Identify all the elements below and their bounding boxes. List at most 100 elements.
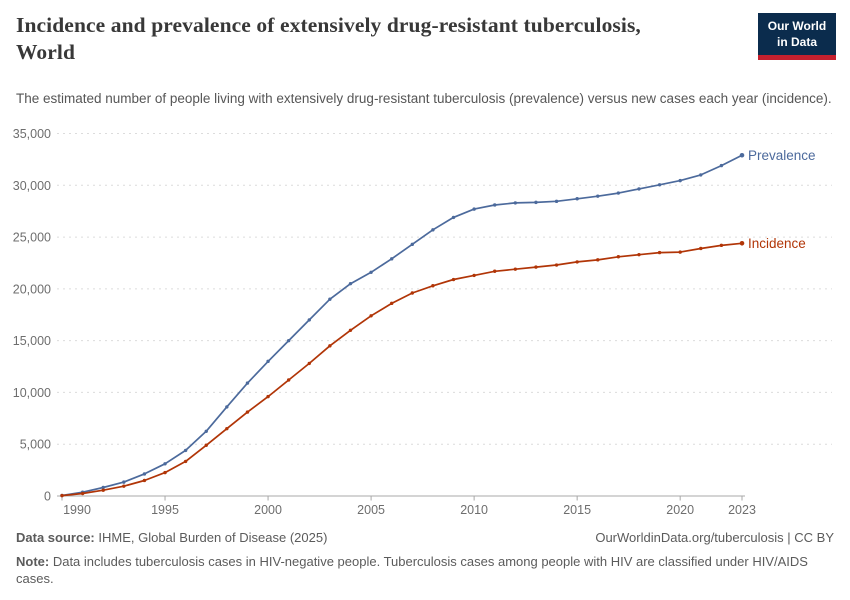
data-source-text: IHME, Global Burden of Disease (2025) (94, 530, 328, 545)
data-point (431, 228, 435, 232)
data-point (554, 199, 559, 204)
x-tick-label: 2023 (728, 503, 756, 517)
data-point (348, 328, 353, 332)
logo-line-2: in Data (776, 34, 817, 49)
data-point (328, 297, 332, 301)
owid-logo[interactable]: Our World in Data (758, 13, 836, 61)
data-point (699, 246, 703, 251)
data-point (616, 255, 621, 259)
series-label-prevalence: Prevalence (748, 148, 816, 163)
data-point (657, 250, 662, 255)
data-point (369, 314, 373, 318)
y-tick-label: 25,000 (13, 231, 51, 245)
y-tick-label: 10,000 (13, 386, 51, 400)
x-tick-label: 2020 (666, 503, 694, 517)
data-point (183, 459, 188, 464)
y-tick-label: 35,000 (13, 127, 51, 141)
data-point (101, 488, 105, 492)
data-source-label: Data source: (16, 530, 95, 545)
logo-line-1: Our World (767, 19, 827, 33)
data-point (657, 183, 662, 187)
data-point (389, 301, 394, 306)
data-point (493, 269, 497, 273)
data-point (142, 472, 147, 476)
y-tick-label: 5,000 (20, 438, 51, 452)
data-point (451, 215, 456, 220)
data-point (534, 265, 538, 269)
data-source: Data source: IHME, Global Burden of Dise… (16, 529, 327, 547)
x-tick-label: 1995 (151, 503, 179, 517)
y-tick-label: 15,000 (13, 334, 51, 348)
data-point (513, 201, 518, 205)
x-tick-label: 2000 (254, 503, 282, 517)
data-point (163, 470, 167, 475)
data-point (719, 163, 724, 168)
data-point (163, 462, 167, 466)
data-point (266, 394, 270, 399)
title-line-1: Incidence and prevalence of extensively … (16, 13, 641, 37)
data-point (328, 344, 332, 348)
data-point (719, 243, 724, 248)
data-point (596, 194, 600, 198)
data-point (410, 242, 415, 247)
data-point (637, 187, 641, 191)
data-point (101, 485, 105, 490)
page-title: Incidence and prevalence of extensively … (16, 12, 751, 66)
data-point (678, 178, 682, 183)
y-tick-label: 30,000 (13, 179, 51, 193)
data-point (307, 361, 311, 366)
series-end-point-prevalence (739, 152, 745, 158)
data-point (348, 281, 353, 286)
data-point (266, 359, 270, 364)
data-point (369, 270, 373, 274)
data-point (575, 260, 579, 264)
x-tick-label: 1990 (63, 503, 91, 517)
data-point (225, 426, 229, 431)
data-point (183, 448, 188, 453)
data-point (493, 203, 497, 207)
series-line-prevalence[interactable] (61, 154, 743, 497)
data-point (410, 291, 415, 295)
data-point (60, 493, 64, 498)
chart-footer: Data source: IHME, Global Burden of Dise… (16, 529, 834, 588)
data-point (472, 207, 476, 211)
data-point (431, 284, 435, 288)
note-label: Note: (16, 553, 50, 569)
chart-subtitle: The estimated number of people living wi… (16, 91, 832, 106)
data-point (122, 484, 126, 488)
data-point (307, 318, 311, 322)
data-point (122, 480, 126, 484)
data-point (204, 429, 208, 433)
data-point (286, 378, 291, 382)
series-label-incidence: Incidence (748, 236, 806, 251)
data-point (554, 263, 559, 267)
data-point (699, 173, 703, 177)
data-point (142, 478, 147, 483)
data-point (513, 267, 518, 271)
series-end-point-incidence (739, 240, 745, 246)
data-point (637, 252, 641, 257)
x-tick-label: 2015 (563, 503, 591, 517)
y-tick-label: 20,000 (13, 282, 51, 296)
data-point (225, 405, 229, 409)
data-point (575, 197, 579, 201)
y-tick-label: 0 (44, 490, 51, 504)
data-point (451, 277, 456, 282)
data-point (286, 338, 291, 343)
series-line-incidence[interactable] (61, 242, 743, 497)
chart-note: Note: Data includes tuberculosis cases i… (16, 553, 834, 588)
attribution-link[interactable]: OurWorldinData.org/tuberculosis | CC BY (595, 530, 834, 545)
data-point (472, 273, 476, 278)
data-point (389, 257, 394, 261)
data-point (534, 200, 538, 205)
data-point (204, 443, 208, 447)
data-point (616, 191, 621, 195)
note-text: Data includes tuberculosis cases in HIV-… (16, 553, 808, 587)
data-point (245, 410, 250, 414)
data-point (596, 258, 600, 262)
data-point (80, 491, 85, 496)
x-tick-label: 2010 (460, 503, 488, 517)
